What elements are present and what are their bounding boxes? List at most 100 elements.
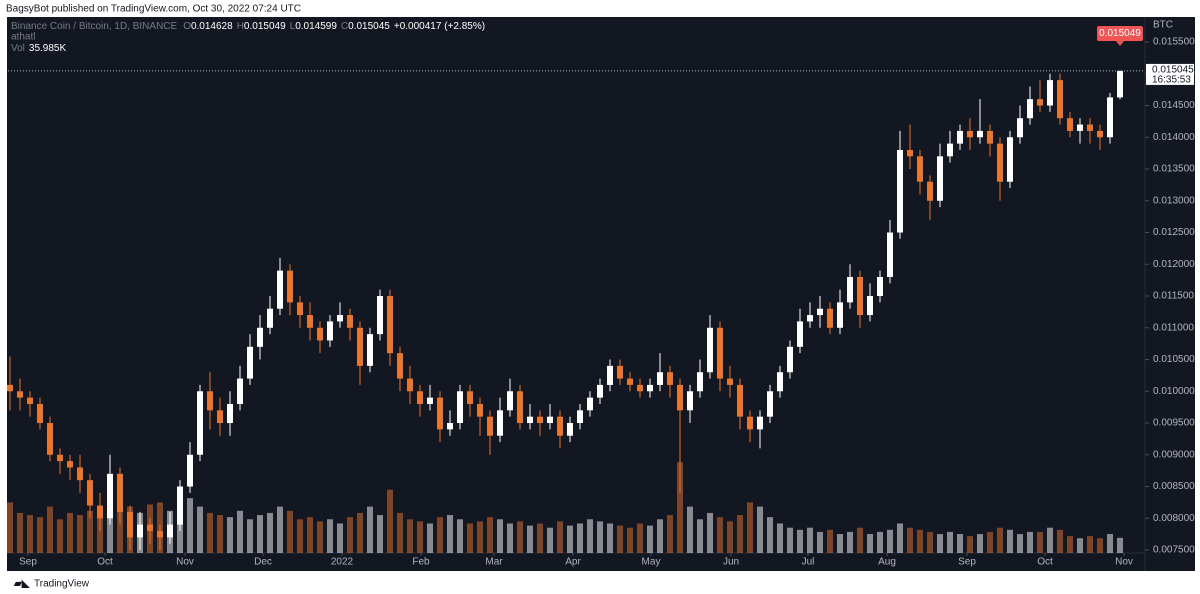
volume-bar <box>1037 531 1043 553</box>
volume-bar <box>187 498 193 553</box>
candle-body <box>377 296 383 335</box>
volume-bar <box>247 519 253 553</box>
volume-bar <box>557 521 563 553</box>
candle-body <box>417 391 423 404</box>
legend-volume: Vol 35.985K <box>11 43 66 54</box>
x-tick-label: Oct <box>1037 557 1053 568</box>
candle-body <box>637 384 643 392</box>
candle-body <box>327 321 333 341</box>
footer-brand: TradingView <box>34 579 90 590</box>
volume-bar <box>817 531 823 553</box>
candle-body <box>787 346 793 373</box>
candle-body <box>767 391 773 417</box>
high-tag-pointer <box>1116 41 1124 46</box>
indicator-name: athatl <box>11 32 35 43</box>
y-tick-label: 0.015500 <box>1153 37 1195 48</box>
volume-bar <box>417 521 423 553</box>
volume-bar <box>737 515 743 553</box>
volume-bar <box>197 506 203 553</box>
volume-bar <box>487 517 493 553</box>
volume-bar <box>1067 536 1073 553</box>
legend: Binance Coin / Bitcoin, 1D, BINANCE O0.01… <box>11 21 485 32</box>
volume-bar <box>967 536 973 553</box>
candle-body <box>647 384 653 392</box>
candle-body <box>997 143 1003 182</box>
candle-body <box>137 524 143 538</box>
candle-body <box>967 130 973 138</box>
candle-body <box>57 454 63 462</box>
low-value: 0.014599 <box>295 21 337 32</box>
volume-bar <box>347 517 353 553</box>
candle-body <box>527 416 533 424</box>
volume-bar <box>17 512 23 553</box>
volume-bar <box>937 534 943 553</box>
candle-body <box>497 410 503 436</box>
candle-body <box>1087 124 1093 131</box>
last-price-box <box>1146 63 1194 85</box>
volume-bar <box>237 510 243 553</box>
volume-bar <box>1007 529 1013 553</box>
volume-bar <box>797 529 803 553</box>
volume-label: Vol <box>11 43 25 54</box>
volume-bar <box>327 519 333 553</box>
volume-bar <box>787 527 793 553</box>
x-tick-label: Feb <box>412 557 430 568</box>
volume-bar <box>607 523 613 553</box>
y-tick-label: 0.014500 <box>1153 100 1195 111</box>
candle-body <box>667 372 673 385</box>
candle-body <box>227 403 233 424</box>
volume-bar <box>757 506 763 553</box>
volume-bar <box>947 531 953 553</box>
volume-bar <box>367 506 373 553</box>
x-tick-label: Sep <box>19 557 37 568</box>
published-note: BagsyBot published on TradingView.com, O… <box>6 4 301 15</box>
volume-bar <box>227 517 233 553</box>
candle-body <box>117 473 123 512</box>
candle-body <box>657 372 663 385</box>
candle-body <box>187 454 193 487</box>
volume-bar <box>727 521 733 553</box>
y-tick-label: 0.011000 <box>1153 322 1194 333</box>
x-tick-label: Oct <box>97 557 113 568</box>
candle-body <box>37 403 43 424</box>
volume-bar <box>57 519 63 553</box>
volume-bar <box>67 512 73 553</box>
candle-body <box>557 416 563 436</box>
volume-bar <box>897 523 903 553</box>
candle-body <box>897 149 903 233</box>
y-tick-label: 0.013500 <box>1153 164 1195 175</box>
candle-body <box>677 384 683 411</box>
candle-body <box>457 391 463 424</box>
volume-bar <box>577 523 583 553</box>
volume-bar <box>1107 534 1113 553</box>
volume-bar <box>697 519 703 553</box>
volume-bar <box>997 527 1003 553</box>
volume-bar <box>497 519 503 553</box>
volume-bar <box>207 512 213 553</box>
candle-body <box>517 391 523 424</box>
candle-body <box>237 378 243 404</box>
volume-bar <box>1117 537 1123 553</box>
candle-body <box>257 327 263 347</box>
volume-bar <box>1077 538 1083 553</box>
volume-bar <box>457 519 463 553</box>
volume-bar <box>117 510 123 553</box>
volume-bar <box>537 523 543 553</box>
x-tick-label: Mar <box>485 557 503 568</box>
candle-body <box>597 384 603 398</box>
candle-body <box>1077 124 1083 131</box>
volume-bar <box>987 531 993 553</box>
candle-body <box>937 156 943 201</box>
candle-body <box>1017 118 1023 138</box>
y-tick-label: 0.007500 <box>1153 545 1195 556</box>
change-value: +0.000417 (+2.85%) <box>394 21 485 32</box>
candle-body <box>887 232 893 277</box>
volume-bar <box>657 519 663 553</box>
y-tick-label: 0.014000 <box>1153 132 1195 143</box>
candle-body <box>797 321 803 347</box>
volume-bar <box>747 502 753 553</box>
candle-body <box>737 384 743 417</box>
volume-bar <box>47 506 53 553</box>
candle-body <box>87 480 93 506</box>
x-tick-label: Sep <box>958 557 976 568</box>
